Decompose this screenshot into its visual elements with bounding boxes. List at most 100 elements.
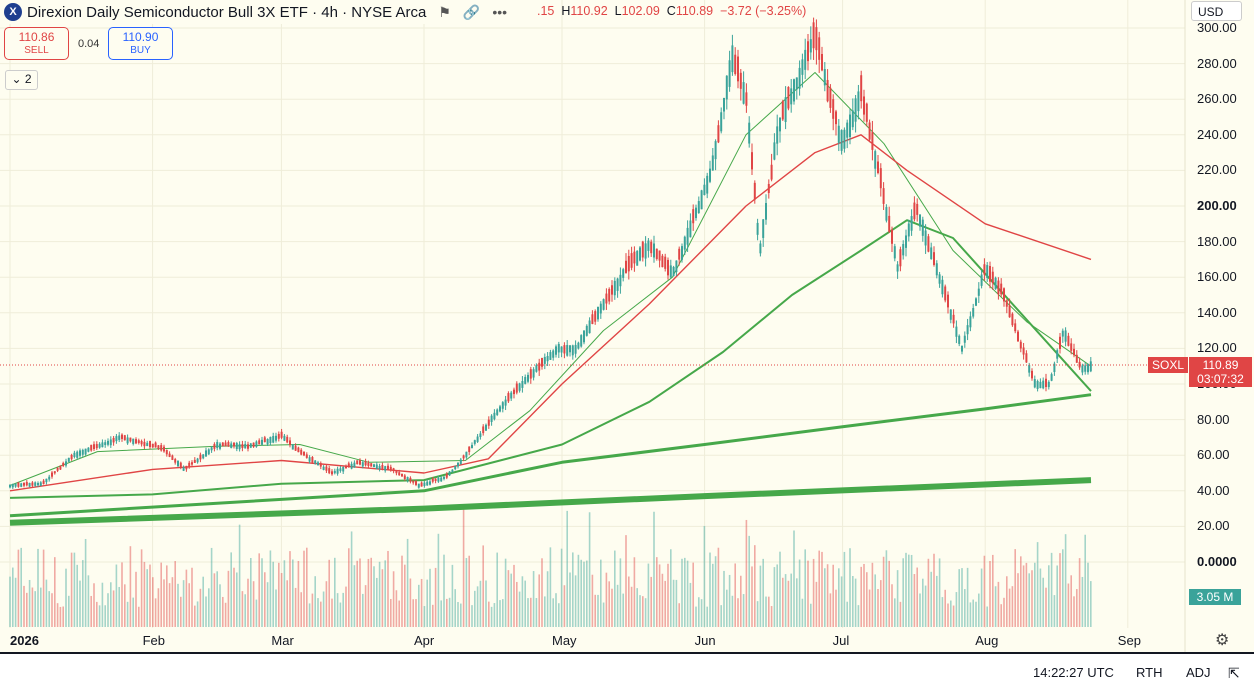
volume-bar: [798, 559, 801, 627]
candle-body: [496, 409, 499, 415]
candle-body: [210, 447, 213, 451]
expand-icon[interactable]: ⇱: [1228, 665, 1240, 681]
volume-bar: [1039, 568, 1042, 627]
volume-bar: [432, 604, 434, 627]
candle-body: [87, 447, 90, 452]
candle-body: [1064, 330, 1067, 342]
volume-bar: [93, 583, 95, 627]
candle-body: [527, 374, 529, 382]
volume-bar: [199, 588, 202, 627]
candle-body: [801, 59, 804, 75]
volume-bar: [784, 574, 787, 627]
link-icon[interactable]: 🔗: [462, 3, 481, 20]
candle-body: [689, 220, 692, 238]
volume-bar: [392, 571, 395, 627]
candle-body: [1008, 305, 1011, 318]
candle-body: [1028, 364, 1031, 373]
adjust-toggle[interactable]: ADJ: [1186, 665, 1211, 680]
candle-body: [975, 298, 977, 306]
candle-body: [1025, 353, 1028, 363]
candle-body: [790, 88, 793, 105]
buy-button[interactable]: 110.90 BUY: [108, 27, 173, 60]
candle-body: [641, 241, 644, 258]
gear-icon[interactable]: ⚙: [1215, 632, 1230, 649]
volume-bar: [997, 581, 1000, 627]
sell-button[interactable]: 110.86 SELL: [4, 27, 69, 60]
flag-icon[interactable]: ⚑: [438, 3, 451, 20]
indicators-toggle[interactable]: ⌄ 2: [5, 70, 38, 90]
volume-bar: [1048, 565, 1050, 627]
volume-bar: [586, 560, 588, 627]
price-axis-label: 220.00: [1197, 162, 1237, 178]
volume-bar: [56, 603, 59, 627]
volume-bar: [140, 549, 143, 627]
volume-bar: [110, 582, 112, 627]
candle-body: [882, 188, 885, 204]
volume-bar: [840, 576, 843, 627]
volume-bar: [1028, 573, 1030, 627]
candle-body: [938, 274, 941, 284]
volume-bar: [737, 598, 739, 627]
candle-body: [728, 60, 731, 87]
volume-bar: [272, 561, 274, 627]
candle-body: [471, 444, 473, 449]
volume-bar: [944, 589, 946, 627]
volume-bar: [362, 593, 364, 627]
volume-bar: [938, 558, 941, 627]
volume-bar: [485, 580, 487, 627]
candle-body: [997, 280, 1000, 295]
volume-bar: [759, 565, 762, 627]
volume-bar: [779, 551, 781, 627]
candle-body: [686, 227, 689, 245]
symbol-title[interactable]: Direxion Daily Semiconductor Bull 3X ETF…: [27, 3, 427, 21]
candle-body: [174, 459, 177, 463]
ohlc-low: 102.09: [621, 4, 660, 18]
candle-body: [286, 436, 289, 443]
volume-bar: [728, 574, 731, 627]
candle-body: [767, 183, 770, 194]
more-icon[interactable]: •••: [492, 4, 508, 20]
utc-clock[interactable]: 14:22:27 UTC: [1033, 665, 1114, 680]
volume-bar: [726, 589, 728, 627]
candle-body: [714, 141, 717, 160]
candle-body: [261, 439, 263, 445]
volume-bar: [689, 582, 692, 627]
buy-label: BUY: [130, 45, 151, 56]
volume-bar: [714, 556, 717, 627]
candle-body: [115, 436, 118, 442]
volume-bar: [423, 606, 426, 627]
candle-body: [919, 214, 921, 227]
volume-bar: [748, 535, 750, 627]
volume-bar: [818, 550, 820, 627]
volume-bar: [552, 598, 554, 627]
volume-bar: [1025, 562, 1028, 627]
candle-body: [193, 459, 196, 463]
volume-bar: [986, 606, 988, 627]
candle-body: [384, 466, 387, 471]
volume-bar: [188, 583, 190, 627]
price-chart[interactable]: [0, 0, 1254, 652]
candle-body: [182, 467, 185, 471]
volume-bar: [706, 606, 708, 627]
volume-bar: [132, 597, 134, 627]
currency-select[interactable]: USD: [1191, 1, 1242, 21]
candle-body: [132, 438, 135, 444]
candle-body: [765, 202, 767, 220]
candle-body: [487, 419, 490, 426]
session-toggle[interactable]: RTH: [1136, 665, 1163, 680]
candle-body: [490, 415, 493, 422]
candle-body: [25, 481, 28, 486]
candle-body: [48, 476, 51, 480]
volume-bar: [574, 575, 577, 627]
volume-bar: [118, 586, 120, 627]
candle-body: [599, 303, 602, 314]
candle-body: [359, 460, 361, 465]
candle-body: [373, 464, 375, 468]
candle-body: [252, 442, 255, 447]
candle-body: [921, 219, 924, 236]
candle-body: [980, 274, 983, 286]
volume-bar: [1006, 576, 1008, 627]
candle-body: [9, 484, 11, 488]
volume-bar: [535, 598, 538, 627]
candle-body: [563, 345, 566, 354]
